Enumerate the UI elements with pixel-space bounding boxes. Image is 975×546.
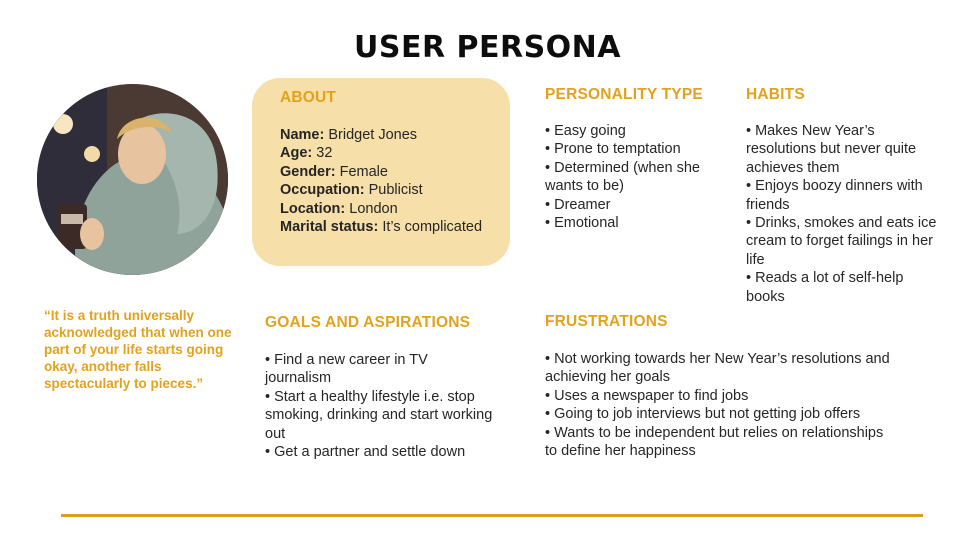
goals-list: • Find a new career in TV journalism • S… xyxy=(265,351,495,461)
about-label: Location: xyxy=(280,200,346,217)
list-item: • Find a new career in TV journalism xyxy=(265,352,428,387)
habits-heading: HABITS xyxy=(746,86,805,103)
about-occupation-row: Occupation: Publicist xyxy=(280,181,510,199)
about-value: Bridget Jones xyxy=(324,127,418,143)
frustrations-list: • Not working towards her New Year’s res… xyxy=(545,350,895,460)
personality-list: • Easy going • Prone to temptation • Det… xyxy=(545,122,725,232)
about-label: Age: xyxy=(280,145,313,162)
persona-photo-illustration xyxy=(37,84,228,275)
about-gender-row: Gender: Female xyxy=(280,163,510,181)
about-label: Gender: xyxy=(280,163,336,180)
about-location-row: Location: London xyxy=(280,200,510,218)
frustrations-heading: FRUSTRATIONS xyxy=(545,313,668,330)
about-value: It’s complicated xyxy=(378,219,483,236)
list-item: • Reads a lot of self-help books xyxy=(746,270,904,305)
about-value: London xyxy=(345,200,398,217)
about-details: Name: Bridget Jones Age: 32 Gender: Fema… xyxy=(280,126,510,236)
persona-quote: “It is a truth universally acknowledged … xyxy=(44,308,232,391)
list-item: • Enjoys boozy dinners with friends xyxy=(746,178,923,213)
about-marital-row: Marital status: It’s complicated xyxy=(280,218,510,236)
list-item: • Uses a newspaper to find jobs xyxy=(545,387,749,404)
list-item: • Dreamer xyxy=(545,196,611,213)
list-item: • Prone to temptation xyxy=(545,141,681,158)
about-value: Female xyxy=(335,163,388,180)
about-label: Name: xyxy=(280,127,325,143)
goals-heading: GOALS AND ASPIRATIONS xyxy=(265,314,471,331)
about-value: Publicist xyxy=(364,182,423,199)
list-item: • Wants to be independent but relies on … xyxy=(545,424,884,460)
list-item: • Get a partner and settle down xyxy=(265,444,466,461)
personality-heading: PERSONALITY TYPE xyxy=(545,86,703,103)
list-item: • Easy going xyxy=(545,123,626,139)
footer-divider xyxy=(61,514,923,517)
persona-photo xyxy=(37,84,228,275)
about-card xyxy=(252,78,510,266)
list-item: • Going to job interviews but not gettin… xyxy=(545,406,861,423)
list-item: • Determined (when she wants to be) xyxy=(545,159,700,195)
about-label: Marital status: xyxy=(280,219,379,236)
list-item: • Start a healthy lifestyle i.e. stop sm… xyxy=(265,388,493,442)
about-label: Occupation: xyxy=(280,182,365,199)
about-age-row: Age: 32 xyxy=(280,144,510,162)
list-item: • Emotional xyxy=(545,215,619,232)
about-heading: ABOUT xyxy=(280,89,337,106)
about-name-row: Name: Bridget Jones xyxy=(280,126,510,144)
page-title: USER PERSONA xyxy=(353,30,622,65)
list-item: • Drinks, smokes and eats ice cream to f… xyxy=(746,215,937,268)
habits-list: • Makes New Year’s resolutions but never… xyxy=(746,122,946,306)
about-value: 32 xyxy=(312,145,333,162)
list-item: • Not working towards her New Year’s res… xyxy=(545,351,890,386)
list-item: • Makes New Year’s resolutions but never… xyxy=(746,123,917,176)
